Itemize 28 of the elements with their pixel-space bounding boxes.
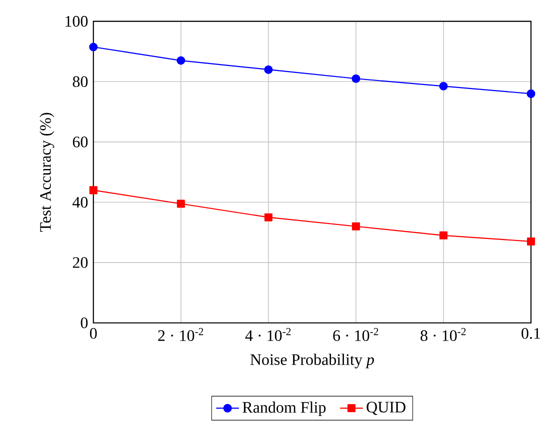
point — [264, 65, 273, 74]
point — [176, 200, 185, 208]
point — [352, 74, 360, 83]
point — [89, 42, 98, 52]
y-axis-title: Test Accuracy (%) — [40, 112, 54, 232]
point — [439, 82, 448, 90]
point — [526, 237, 535, 246]
x-tick-label: 0 — [90, 328, 97, 339]
x-tick-label: 6 · 10$^{-2}$ — [333, 328, 378, 342]
point — [176, 56, 186, 65]
point — [526, 89, 536, 98]
point — [264, 213, 272, 222]
x-tick-label: 4 · 10$^{-2}$ — [245, 328, 291, 342]
x-axis-title: Noise Probability p — [250, 354, 374, 368]
y-tick-label: 20 — [72, 257, 88, 268]
legend-label: QUID — [366, 402, 406, 416]
point — [352, 222, 360, 230]
y-tick-label: 0 — [80, 317, 88, 328]
x-tick-label: 2 · 10$^{-2}$ — [158, 328, 204, 342]
legend-label: Random Flip — [242, 402, 326, 416]
y-tick-label: 60 — [72, 136, 88, 148]
y-tick-label: 100 — [66, 16, 88, 27]
point — [89, 186, 98, 194]
point — [439, 231, 448, 240]
y-tick-label: 40 — [72, 196, 88, 208]
x-tick-label: 0.1 — [522, 328, 540, 339]
y-tick-label: 80 — [72, 76, 88, 88]
x-tick-label: 8 · 10$^{-2}$ — [420, 328, 466, 342]
